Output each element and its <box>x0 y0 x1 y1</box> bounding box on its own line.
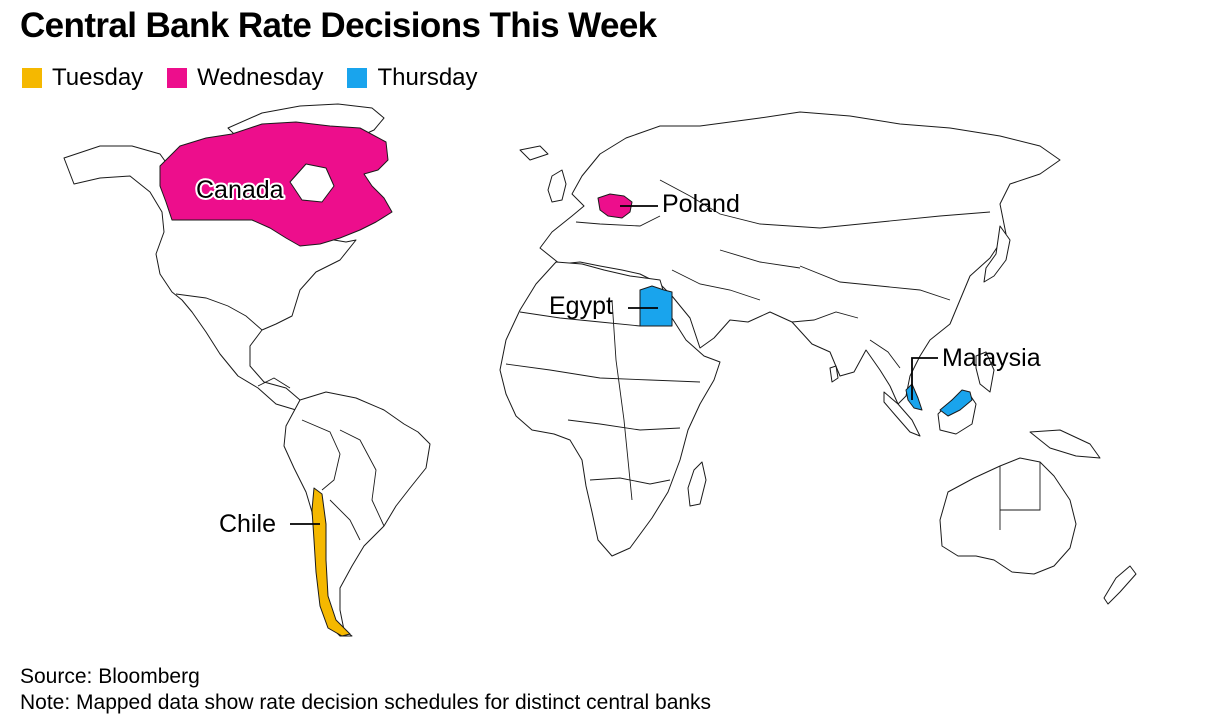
border-southern-africa <box>589 477 671 485</box>
japan <box>983 225 1011 283</box>
country-malaysia-borneo[interactable] <box>939 389 973 417</box>
label-poland: Poland <box>662 190 740 218</box>
border-central-asia <box>719 249 801 269</box>
highlighted-countries <box>159 121 973 637</box>
border-australia <box>999 462 1041 530</box>
madagascar <box>687 461 707 507</box>
footer: Source: Bloomberg Note: Mapped data show… <box>20 664 711 716</box>
source-text: Source: Bloomberg <box>20 665 200 688</box>
border-china <box>799 265 951 301</box>
south-america <box>283 391 431 637</box>
new-guinea <box>1029 429 1101 459</box>
country-chile[interactable] <box>311 487 351 637</box>
border-north-africa <box>519 311 641 327</box>
malaysia-leader <box>911 357 938 400</box>
border-europe <box>575 215 661 227</box>
border-russia <box>659 179 991 229</box>
border-andes <box>301 419 341 491</box>
label-malaysia: Malaysia <box>942 344 1041 372</box>
leader-lines <box>290 205 938 525</box>
chart-title: Central Bank Rate Decisions This Week <box>20 6 657 45</box>
legend-swatch-thursday <box>347 68 368 88</box>
legend-label-tuesday: Tuesday <box>52 64 144 91</box>
border-indochina <box>869 339 901 369</box>
hudson-bay <box>289 163 335 203</box>
sri-lanka <box>829 365 839 383</box>
country-canada[interactable] <box>159 121 393 247</box>
legend-label-wednesday: Wednesday <box>197 64 324 91</box>
australia <box>939 457 1077 575</box>
label-egypt: Egypt <box>549 292 613 320</box>
border-india <box>791 311 859 323</box>
country-labels: Canada Poland Egypt Malaysia Chile <box>194 174 1041 538</box>
world-map: Canada Poland Egypt Malaysia Chile <box>63 103 1137 637</box>
great-britain <box>547 169 567 203</box>
legend-item-tuesday: Tuesday <box>22 64 143 92</box>
border-africa-vertical <box>611 299 633 501</box>
note-text: Note: Mapped data show rate decision sch… <box>20 691 712 714</box>
country-malaysia-peninsular[interactable] <box>905 383 923 411</box>
country-poland[interactable] <box>597 193 633 219</box>
new-zealand <box>1103 565 1137 605</box>
border-middle-east <box>671 269 761 301</box>
label-chile: Chile <box>219 510 276 538</box>
legend-item-wednesday: Wednesday <box>167 64 323 92</box>
border-central-africa <box>567 419 681 431</box>
sumatra <box>883 391 921 437</box>
border-usa-mexico <box>175 293 263 331</box>
legend-swatch-tuesday <box>22 68 42 88</box>
legend-label-thursday: Thursday <box>377 64 478 91</box>
border-brazil <box>339 429 385 527</box>
philippines <box>975 351 995 393</box>
legend: Tuesday Wednesday Thursday <box>22 64 502 92</box>
country-egypt[interactable] <box>639 285 673 327</box>
legend-swatch-wednesday <box>167 68 188 88</box>
label-canada: Canada <box>196 176 284 204</box>
border-central-america <box>257 377 291 389</box>
legend-item-thursday: Thursday <box>347 64 478 92</box>
border-sahel <box>505 363 701 383</box>
border-argentina <box>329 499 361 541</box>
country-borders <box>175 179 1041 541</box>
iceland <box>519 145 549 161</box>
